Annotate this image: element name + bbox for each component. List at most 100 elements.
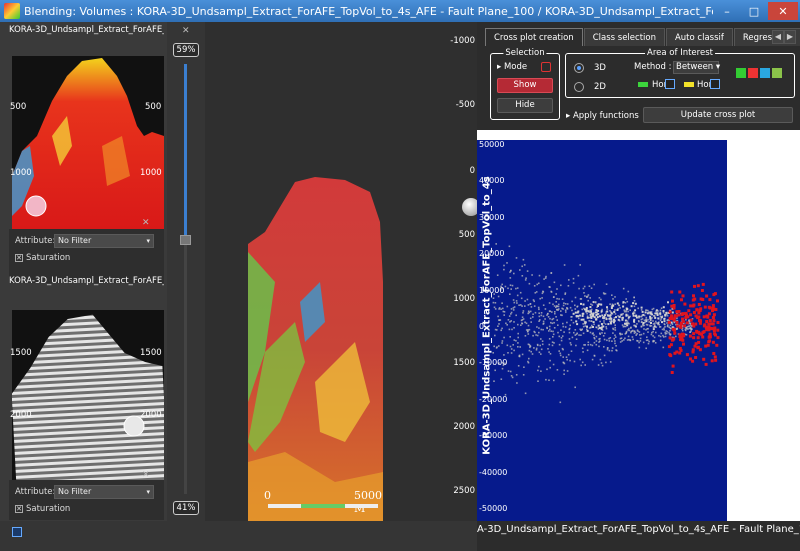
scatter-point (627, 310, 629, 313)
slider-track[interactable] (184, 64, 187, 494)
attribute-select[interactable]: No Filter ▾ (54, 485, 154, 499)
tab-auto-classif[interactable]: Auto classif (665, 28, 733, 46)
scatter-point (601, 329, 604, 331)
close-icon[interactable]: ✕ (142, 218, 150, 228)
scatter-point (581, 315, 584, 317)
scatter-point (663, 320, 666, 323)
show-button[interactable]: Show (497, 78, 553, 93)
depth-tick: 1000 (453, 294, 475, 304)
tab-prev-button[interactable]: ◀ (772, 30, 784, 44)
scatter-point (540, 353, 542, 355)
scatter-point (671, 323, 674, 326)
scatter-point (498, 319, 500, 321)
selected-point (714, 308, 718, 311)
scatter-point (519, 346, 521, 348)
horizon-pick-icon[interactable] (665, 79, 675, 89)
crossplot-area[interactable]: 50000 40000 30000 20000 10000 0 -10000 -20000 -3… (477, 130, 800, 521)
scatter-point (553, 305, 556, 307)
cube-tool-icon[interactable] (748, 68, 758, 78)
hide-button[interactable]: Hide (497, 98, 553, 113)
scatter-point (552, 363, 555, 366)
radio-3d[interactable] (574, 63, 584, 73)
attribute-label: Attribute: (15, 487, 56, 497)
attribute-select[interactable]: No Filter ▾ (54, 234, 154, 248)
layer-tool-icon[interactable] (760, 68, 770, 78)
scatter-point (505, 322, 507, 325)
close-button[interactable]: ✕ (768, 2, 798, 20)
scatter-point (555, 301, 557, 303)
scatter-point (548, 330, 550, 332)
maximize-button[interactable]: □ (748, 4, 760, 18)
pivot-sphere[interactable] (462, 198, 477, 216)
scatter-point (634, 309, 637, 312)
scatter-point (640, 326, 643, 328)
scatter-point (572, 277, 575, 280)
scatter-point (588, 317, 590, 319)
method-select[interactable]: Between ▾ (673, 61, 720, 74)
scatter-point (583, 292, 585, 294)
selected-point (711, 309, 714, 313)
saturation-checkbox[interactable]: ✕ Saturation (15, 504, 70, 514)
bottom-seismic-view[interactable] (12, 310, 164, 488)
scatter-point (519, 291, 522, 294)
mode-button[interactable]: ▸ Mode (497, 62, 528, 72)
scatter-point (630, 305, 633, 308)
scatter-point (598, 345, 600, 348)
radio-2d[interactable] (574, 82, 584, 92)
tab-cross-plot-creation[interactable]: Cross plot creation (485, 28, 583, 46)
scatter-point (521, 305, 523, 307)
scatter-point (528, 328, 531, 331)
update-cross-plot-button[interactable]: Update cross plot (643, 107, 793, 123)
lasso-icon[interactable] (541, 62, 551, 72)
saturation-checkbox[interactable]: ✕ Saturation (15, 253, 70, 263)
scatter-point (573, 360, 576, 363)
scatter-point (509, 277, 512, 279)
scatter-point (652, 320, 654, 322)
scatter-point (610, 312, 613, 315)
view-icon[interactable] (12, 527, 22, 537)
scatter-point (652, 328, 655, 331)
scatter-point (606, 348, 609, 351)
scatter-point (493, 306, 496, 309)
selected-point (705, 320, 709, 323)
close-icon[interactable]: ✕ (142, 470, 150, 480)
close-icon[interactable]: ✕ (182, 26, 190, 36)
scatter-point (562, 356, 564, 358)
scatter-point (623, 339, 625, 341)
scatter-point (641, 314, 643, 317)
top-seismic-view[interactable] (12, 56, 164, 232)
slider-handle[interactable] (180, 235, 191, 246)
scatter-point (635, 316, 638, 319)
scatter-point (516, 382, 518, 384)
minimize-button[interactable]: – (724, 4, 730, 18)
selected-point (711, 327, 715, 331)
scatter-point (548, 379, 550, 381)
scatter-point (533, 285, 536, 287)
tab-next-button[interactable]: ▶ (784, 30, 796, 44)
scatter-point (625, 307, 628, 310)
horizon-pick-icon[interactable] (710, 79, 720, 89)
scatter-point (611, 349, 613, 352)
scatter-point (626, 320, 629, 322)
scatter-point (570, 343, 572, 346)
scatter-point (685, 318, 687, 321)
matrix-tool-icon[interactable] (772, 68, 782, 78)
scatter-point (541, 297, 543, 299)
scatter-point (527, 361, 530, 364)
3d-viewer[interactable]: -1000 -500 0 500 1000 1500 2000 2500 0 5… (205, 22, 477, 521)
scatter-point (558, 308, 560, 310)
grid-tool-icon[interactable] (736, 68, 746, 78)
scatter-point (510, 269, 512, 272)
scatter-point (638, 331, 641, 333)
scatter-point (575, 333, 578, 336)
scatter-point (542, 322, 545, 325)
scatter-point (591, 324, 593, 327)
apply-functions-button[interactable]: ▸ Apply functions (566, 111, 639, 121)
y-tick-label: 30000 (770, 212, 796, 222)
scatter-point (587, 344, 589, 346)
scatter-point (562, 348, 564, 351)
scatter-point (556, 297, 558, 300)
selected-point (708, 319, 712, 322)
scatter-point (616, 302, 619, 305)
tab-class-selection[interactable]: Class selection (583, 28, 665, 46)
